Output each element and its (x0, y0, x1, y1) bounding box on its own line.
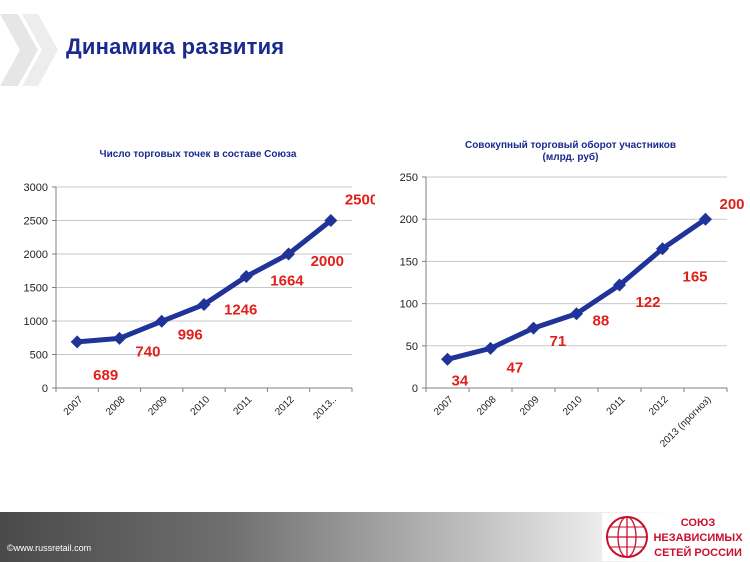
data-point-marker (613, 278, 626, 292)
data-point-marker (527, 321, 540, 335)
y-tick-label: 0 (412, 383, 418, 395)
copyright-text: ©www.russretail.com (7, 543, 92, 553)
data-label: 165 (683, 269, 708, 286)
logo-line2: НЕЗАВИСИМЫХ (653, 532, 743, 544)
stores-count-chart: Число торговых точек в составе Союза 0 500… (24, 149, 375, 422)
y-tick-label: 2000 (24, 249, 48, 261)
data-point-marker (441, 352, 454, 366)
data-point-marker (112, 331, 126, 345)
turnover-chart: Совокупный торговый оборот участников(мл… (400, 139, 745, 450)
x-tick-label: 2011 (231, 394, 254, 417)
logo-line1: СОЮЗ (681, 517, 716, 529)
chart-title: Число торговых точек в составе Союза (100, 149, 297, 160)
data-point-marker (70, 335, 84, 349)
data-label: 47 (507, 359, 524, 376)
x-tick-label: 2009 (518, 394, 542, 418)
data-point-marker (570, 307, 583, 321)
data-label: 740 (135, 343, 160, 360)
data-point-marker (239, 270, 253, 284)
data-label: 122 (636, 294, 661, 311)
x-tick-label: 2007 (62, 394, 86, 418)
data-point-marker (656, 242, 669, 256)
y-tick-label: 200 (400, 214, 418, 226)
data-point-marker (484, 341, 497, 355)
y-tick-label: 1500 (24, 283, 48, 295)
page-title: Динамика развития (66, 34, 285, 59)
y-tick-label: 0 (42, 383, 48, 395)
chart-title: (млрд. руб) (543, 151, 599, 163)
x-tick-label: 2007 (432, 394, 456, 418)
data-point-marker (699, 212, 712, 226)
x-tick-label: 2008 (104, 394, 128, 418)
x-tick-label: 2013.. (312, 394, 339, 421)
y-tick-label: 100 (400, 299, 418, 311)
y-tick-label: 250 (400, 172, 418, 184)
y-tick-label: 50 (406, 341, 418, 353)
globe-icon (606, 516, 648, 558)
x-tick-label: 2009 (146, 394, 170, 418)
x-tick-label: 2012 (647, 394, 671, 418)
y-tick-label: 1000 (24, 316, 48, 328)
chevron-decoration-icon (0, 14, 58, 86)
x-tick-label: 2010 (561, 394, 585, 418)
data-point-marker (197, 298, 211, 312)
data-label: 34 (452, 372, 469, 389)
x-tick-label: 2008 (475, 394, 499, 418)
y-tick-label: 3000 (24, 182, 48, 194)
x-tick-label: 2011 (605, 394, 628, 417)
data-label: 689 (93, 367, 118, 384)
data-point-marker (155, 314, 169, 328)
x-tick-label: 2012 (273, 394, 297, 418)
data-label: 200 (720, 196, 745, 213)
series-line (445, 216, 708, 362)
y-tick-label: 150 (400, 256, 418, 268)
data-label: 2500 (345, 192, 375, 209)
data-label: 71 (550, 333, 567, 350)
data-label: 1664 (270, 273, 304, 290)
data-label: 1246 (224, 302, 257, 319)
data-label: 2000 (311, 253, 344, 270)
y-tick-label: 500 (30, 350, 48, 362)
chart-title: Совокупный торговый оборот участников (465, 139, 676, 151)
x-tick-label: 2010 (189, 394, 213, 418)
data-label: 996 (178, 326, 203, 343)
union-logo: СОЮЗ НЕЗАВИСИМЫХ СЕТЕЙ РОССИИ (602, 513, 748, 561)
logo-line3: СЕТЕЙ РОССИИ (654, 546, 742, 559)
data-point-marker (282, 247, 296, 261)
data-label: 88 (593, 313, 610, 330)
data-point-marker (324, 214, 338, 227)
y-tick-label: 2500 (24, 216, 48, 228)
